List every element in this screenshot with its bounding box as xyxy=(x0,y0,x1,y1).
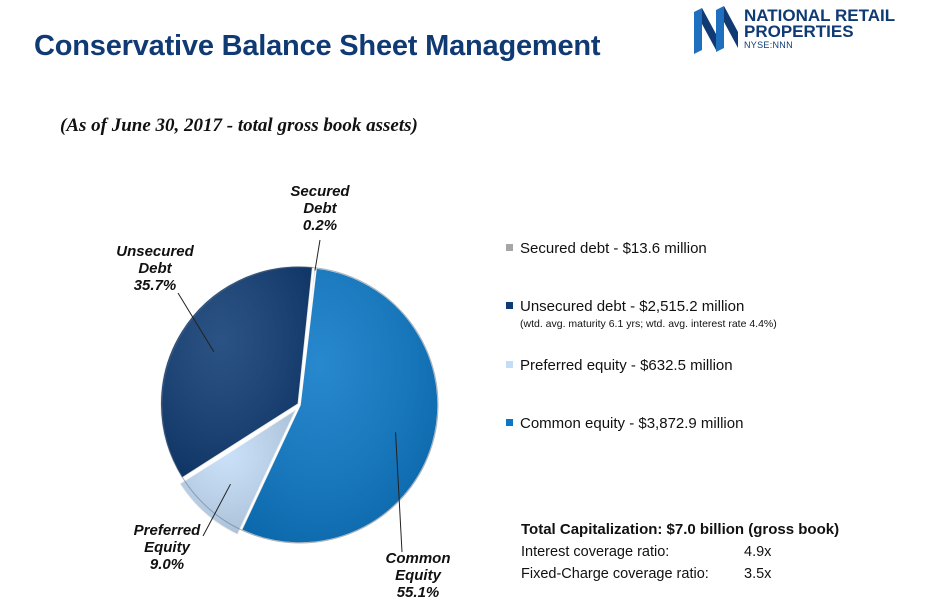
summary-label: Fixed-Charge coverage ratio: xyxy=(521,566,709,582)
summary-label: Interest coverage ratio: xyxy=(521,544,670,560)
pie-label-name: Unsecured xyxy=(116,243,194,260)
legend-label: Secured debt - xyxy=(520,240,623,257)
summary-value: 3.5x xyxy=(744,566,772,582)
logo-ticker: NYSE:NNN xyxy=(744,40,793,50)
pie-label-percent: 35.7% xyxy=(133,277,177,294)
legend-value: $13.6 million xyxy=(622,240,707,257)
nn-monogram-icon xyxy=(692,6,740,56)
legend-value: $632.5 million xyxy=(640,357,733,374)
legend-swatch xyxy=(506,244,513,251)
summary-value: 4.9x xyxy=(744,544,772,560)
legend-secured-debt: Secured debt - $13.6 million xyxy=(506,240,707,257)
leader-line xyxy=(395,432,403,553)
leader-line xyxy=(314,239,321,271)
leader-line xyxy=(202,483,231,537)
logo-wordmark: NATIONAL RETAIL PROPERTIES NYSE:NNN xyxy=(744,6,896,50)
company-logo: NATIONAL RETAIL PROPERTIES NYSE:NNN xyxy=(692,6,922,58)
legend-unsecured-debt: Unsecured debt - $2,515.2 million (wtd. a… xyxy=(506,298,777,330)
logo-line1: NATIONAL RETAIL xyxy=(744,6,896,25)
pie-slice-unsecured-debt-shading xyxy=(160,265,313,479)
pie-label-common-equity: Common Equity 55.1% xyxy=(378,550,458,601)
legend-swatch xyxy=(506,419,513,426)
summary-heading: Total Capitalization: $7.0 billion (gros… xyxy=(521,521,840,538)
legend-swatch xyxy=(506,361,513,368)
pie-label-secured-debt: Secured Debt 0.2% xyxy=(280,183,360,234)
legend-value: $2,515.2 million xyxy=(639,298,745,315)
pie-label-name: Equity xyxy=(395,567,441,584)
pie-chart xyxy=(159,239,439,553)
legend-note: (wtd. avg. maturity 6.1 yrs; wtd. avg. i… xyxy=(520,318,777,330)
leader-line xyxy=(177,292,215,352)
summary-row-interest: Interest coverage ratio: 4.9x xyxy=(521,544,839,566)
chart-subtitle: (As of June 30, 2017 - total gross book … xyxy=(60,115,418,136)
pie-label-preferred-equity: Preferred Equity 9.0% xyxy=(122,522,212,573)
pie-rim xyxy=(161,266,439,544)
pie-label-name: Preferred xyxy=(133,522,201,539)
pie-label-name: Debt xyxy=(138,260,172,277)
legend-common-equity: Common equity - $3,872.9 million xyxy=(506,415,743,432)
pie-label-percent: 0.2% xyxy=(302,217,338,234)
legend-label: Preferred equity - xyxy=(520,357,641,374)
pie-label-percent: 9.0% xyxy=(149,556,185,573)
pie-label-name: Secured xyxy=(290,183,350,200)
page-title: Conservative Balance Sheet Management xyxy=(34,30,601,62)
capitalization-summary: Total Capitalization: $7.0 billion (gros… xyxy=(521,521,839,588)
pie-label-name: Equity xyxy=(144,539,190,556)
legend-value: $3,872.9 million xyxy=(638,415,744,432)
legend-swatch xyxy=(506,302,513,309)
pie-label-percent: 55.1% xyxy=(396,584,440,601)
pie-label-name: Debt xyxy=(303,200,337,217)
legend-label: Unsecured debt - xyxy=(520,298,640,315)
legend-preferred-equity: Preferred equity - $632.5 million xyxy=(506,357,733,374)
legend-label: Common equity - xyxy=(520,415,639,432)
pie-label-name: Common xyxy=(385,550,451,567)
logo-line2: PROPERTIES xyxy=(744,22,854,41)
summary-row-fixed-charge: Fixed-Charge coverage ratio: 3.5x xyxy=(521,566,839,588)
pie-label-unsecured-debt: Unsecured Debt 35.7% xyxy=(110,243,200,294)
pie-slice-preferred-equity-shading xyxy=(179,409,297,535)
pie-slice-common-equity-shading xyxy=(241,267,438,543)
